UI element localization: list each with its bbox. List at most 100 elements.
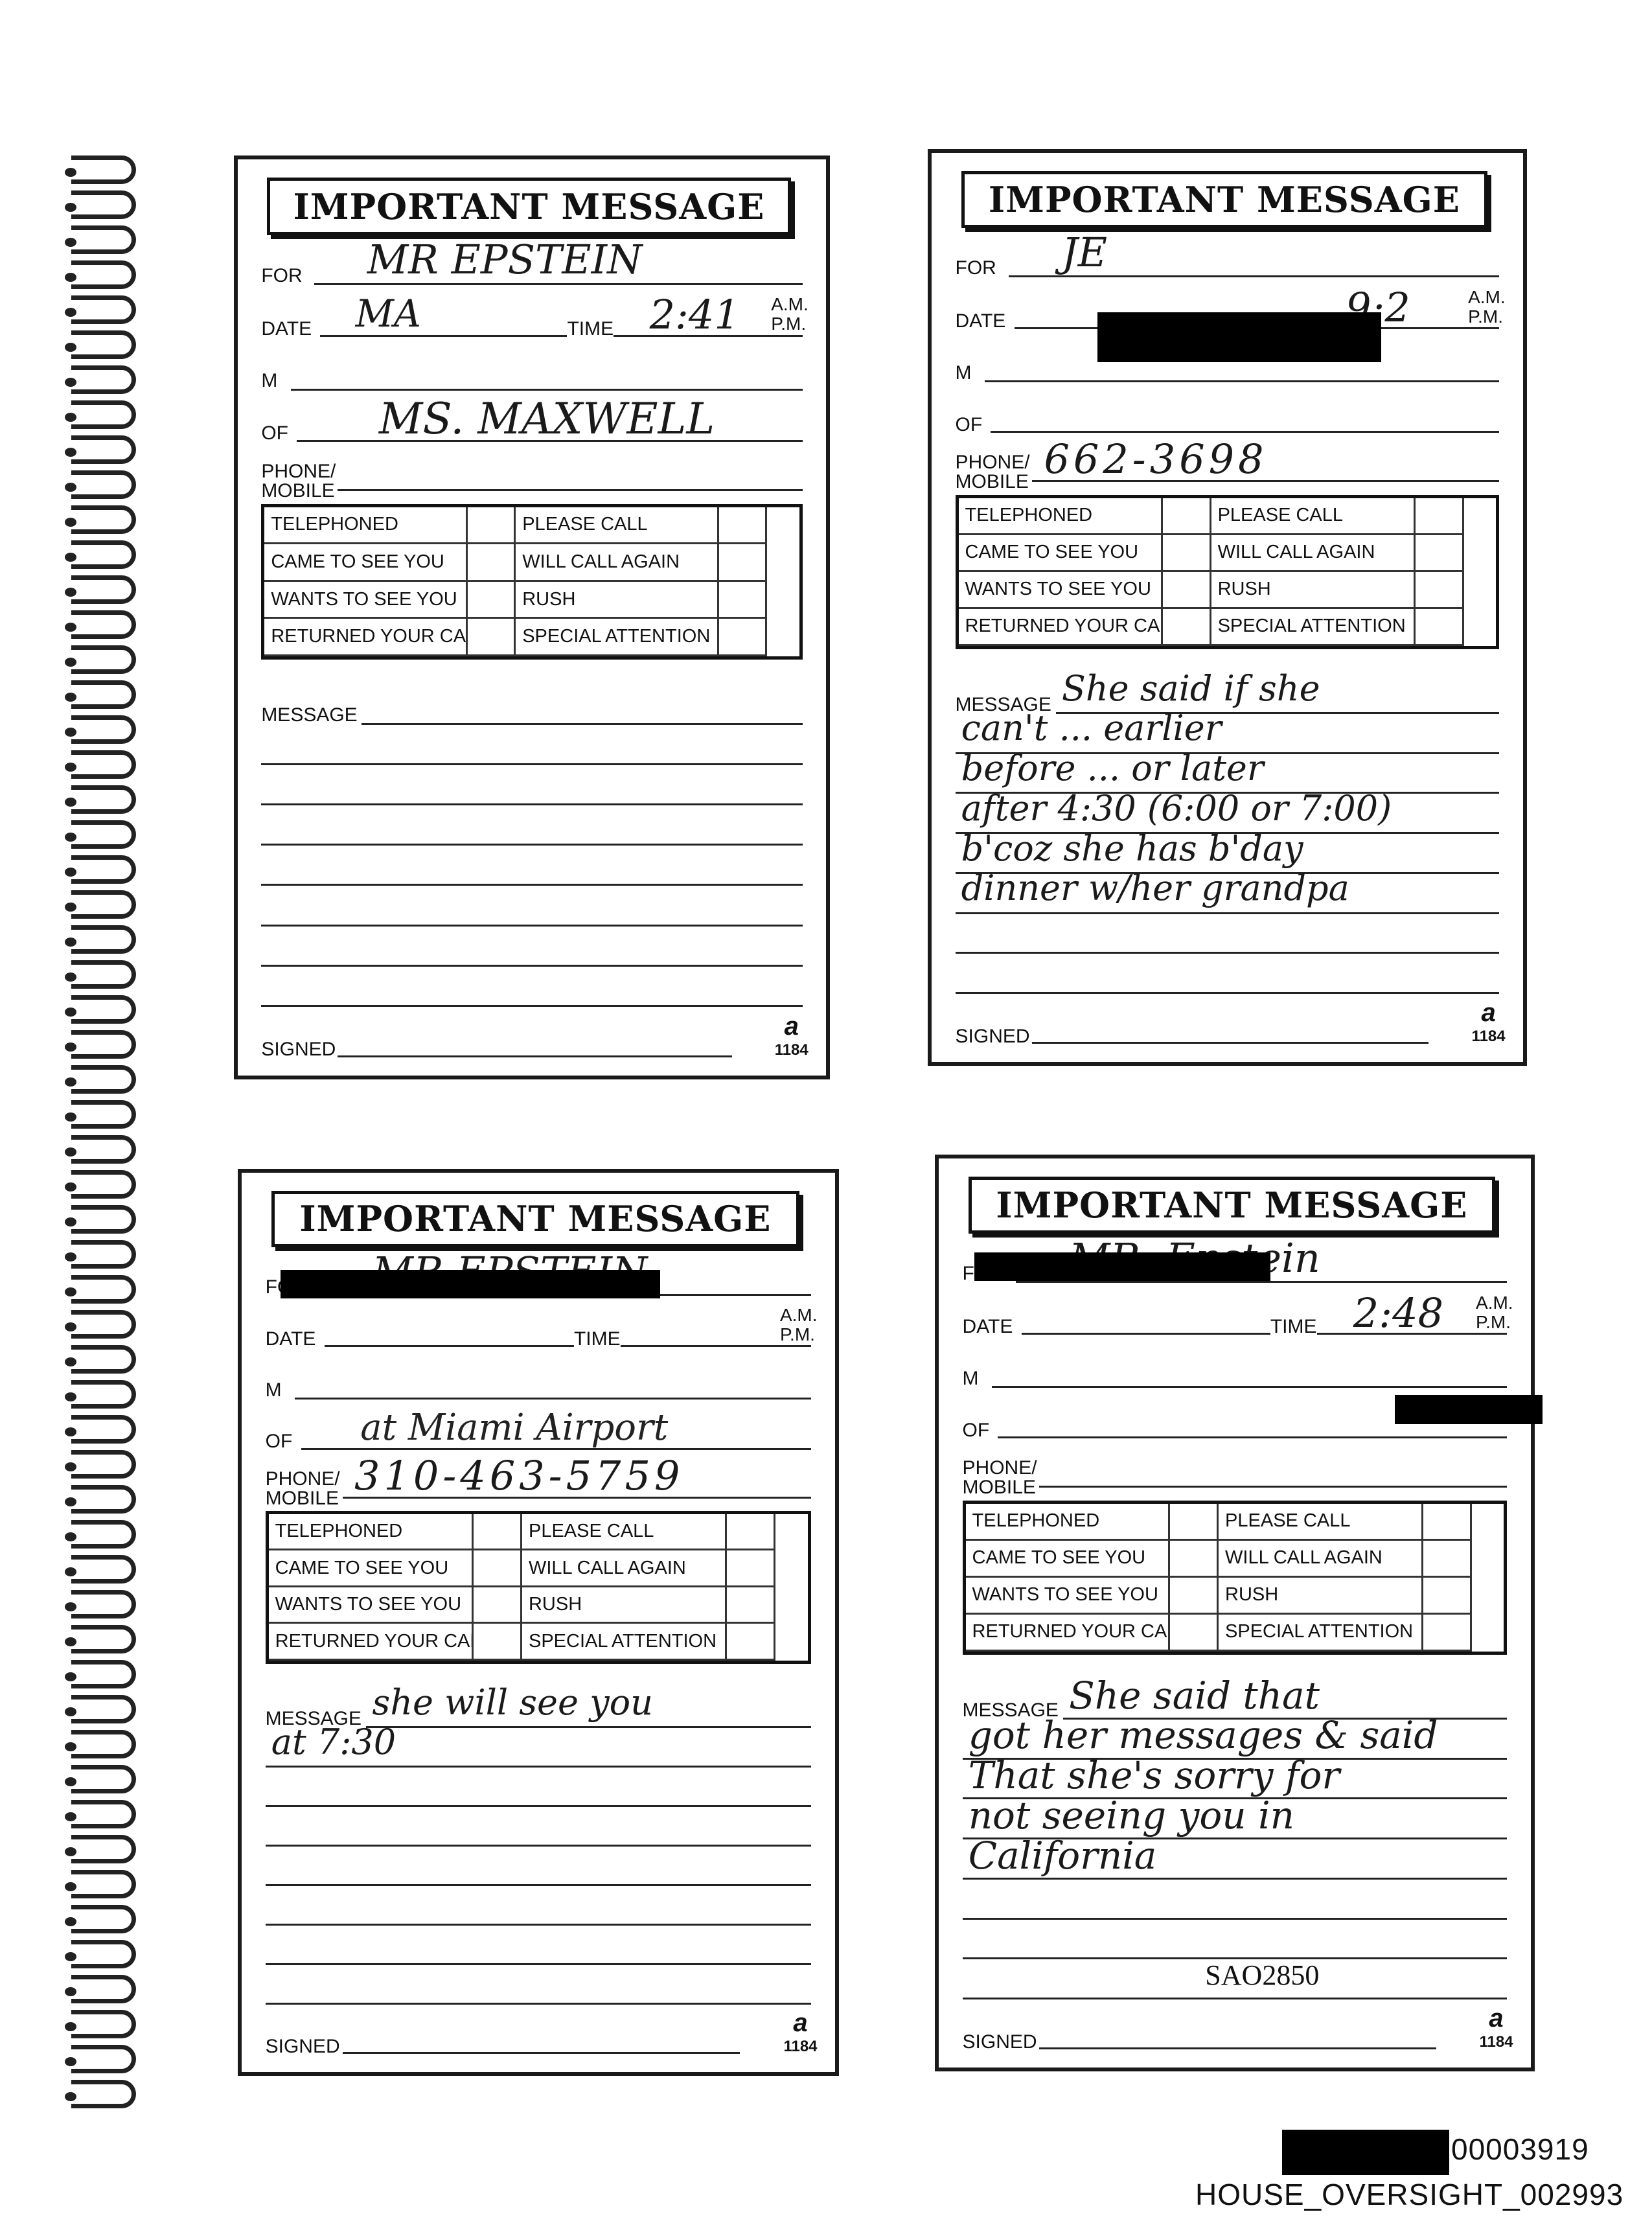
checkbox[interactable] (474, 1550, 522, 1587)
checkbox-table: TELEPHONED PLEASE CALL CAME TO SEE YOU WILL… (962, 1500, 1508, 1655)
message-line: She said that (1069, 1673, 1320, 1718)
spiral-ring (65, 295, 136, 324)
message-line: not seeing you in (968, 1793, 1294, 1837)
spiral-ring (65, 750, 136, 779)
checkbox[interactable] (1423, 1614, 1472, 1652)
spiral-ring (65, 1555, 136, 1584)
checkbox[interactable] (1162, 535, 1211, 572)
checkbox[interactable] (1415, 571, 1464, 609)
checkbox-label: TELEPHONED (965, 1503, 1171, 1541)
spiral-ring (65, 575, 136, 604)
spiral-ring (65, 365, 136, 394)
spiral-ring (65, 1170, 136, 1199)
message-line: got her messages & said (968, 1713, 1438, 1758)
checkbox[interactable] (467, 544, 516, 582)
checkbox[interactable] (474, 1587, 522, 1624)
checkbox-label: TELEPHONED (268, 1514, 474, 1551)
spiral-ring (65, 1485, 136, 1514)
checkbox[interactable] (1415, 608, 1464, 647)
checkbox-table: TELEPHONED PLEASE CALL CAME TO SEE YOU WILL… (261, 503, 803, 660)
spiral-ring (65, 1205, 136, 1234)
bates-number: 00003919 (1451, 2132, 1589, 2166)
checkbox-label: WANTS TO SEE YOU (965, 1577, 1171, 1615)
spiral-ring (65, 470, 136, 499)
of-label: OF (265, 1431, 293, 1453)
checkbox[interactable] (718, 581, 768, 619)
checkbox[interactable] (1423, 1503, 1472, 1541)
checkbox[interactable] (727, 1514, 776, 1551)
checkbox[interactable] (474, 1624, 522, 1661)
spiral-ring (65, 1870, 136, 1898)
message-slip: IMPORTANT MESSAGE FOR DATE TIME A.M.P.M.… (935, 1155, 1543, 2071)
am-pm-label: A.M. P.M. (1468, 286, 1506, 327)
checkbox[interactable] (467, 581, 516, 619)
checkbox-label: WILL CALL AGAIN (1211, 535, 1416, 572)
checkbox[interactable] (1162, 608, 1211, 647)
spiral-ring (65, 1905, 136, 1933)
checkbox-label: RUSH (516, 581, 719, 619)
spiral-ring (65, 785, 136, 814)
phone-mobile-label: PHONE/MOBILE (261, 460, 336, 501)
date-label: DATE (261, 317, 312, 340)
phone-mobile-label: PHONE/MOBILE (955, 451, 1030, 492)
redaction-box (1097, 312, 1381, 362)
m-label: M (265, 1379, 282, 1401)
checkbox[interactable] (1170, 1577, 1219, 1615)
checkbox[interactable] (1170, 1540, 1219, 1578)
spiral-ring (65, 1660, 136, 1688)
checkbox[interactable] (727, 1587, 776, 1624)
signed-label: SIGNED (265, 2036, 340, 2058)
time-value: 2:41 (649, 291, 740, 339)
slip-title: IMPORTANT MESSAGE (271, 1190, 800, 1248)
checkbox[interactable] (727, 1550, 776, 1587)
checkbox[interactable] (474, 1514, 522, 1551)
checkbox[interactable] (718, 619, 768, 657)
checkbox-label: RUSH (522, 1587, 728, 1624)
for-label: FOR (955, 257, 996, 279)
for-label: FOR (261, 264, 303, 286)
time-label: TIME (1270, 1315, 1317, 1338)
checkbox[interactable] (1162, 498, 1211, 535)
checkbox-label: RETURNED YOUR CALL (264, 619, 468, 657)
checkbox-label: CAME TO SEE YOU (965, 1540, 1171, 1578)
checkbox[interactable] (467, 507, 516, 545)
checkbox[interactable] (1170, 1614, 1219, 1652)
spiral-ring (65, 2010, 136, 2038)
for-value: JE (1061, 229, 1107, 277)
checkbox[interactable] (727, 1624, 776, 1661)
checkbox[interactable] (718, 507, 768, 545)
spiral-ring (65, 1275, 136, 1304)
checkbox-label: PLEASE CALL (516, 507, 719, 545)
message-label: MESSAGE (265, 1707, 361, 1729)
message-label: MESSAGE (962, 1699, 1059, 1721)
redaction-box (280, 1269, 660, 1299)
checkbox[interactable] (1423, 1540, 1472, 1578)
checkbox[interactable] (1423, 1577, 1472, 1615)
date-label: DATE (962, 1315, 1013, 1337)
message-label: MESSAGE (261, 704, 358, 726)
spiral-ring (65, 1940, 136, 1968)
slip-title: IMPORTANT MESSAGE (267, 178, 791, 236)
checkbox-label: WILL CALL AGAIN (516, 544, 719, 582)
checkbox-table: TELEPHONED PLEASE CALL CAME TO SEE YOU WILL… (955, 494, 1500, 650)
slip-title: IMPORTANT MESSAGE (961, 171, 1488, 229)
spiral-ring (65, 2080, 136, 2108)
checkbox[interactable] (1170, 1503, 1219, 1541)
spiral-ring (65, 1415, 136, 1444)
message-line: after 4:30 (6:00 or 7:00) (961, 787, 1392, 829)
checkbox[interactable] (1415, 535, 1464, 572)
message-line: can't ... earlier (961, 708, 1222, 749)
checkbox-label: RETURNED YOUR CALL (965, 1614, 1171, 1652)
spiral-ring (65, 995, 136, 1024)
message-line: She said if she (1061, 667, 1320, 709)
checkbox[interactable] (1162, 571, 1211, 609)
message-line: California (968, 1833, 1157, 1878)
spiral-ring (65, 505, 136, 534)
form-logo: a 1184 (1479, 2003, 1513, 2051)
checkbox[interactable] (467, 619, 516, 657)
checkbox[interactable] (1415, 498, 1464, 535)
checkbox[interactable] (718, 544, 768, 582)
phone-value: 662-3698 (1044, 435, 1268, 483)
of-label: OF (962, 1419, 990, 1441)
spiral-ring (65, 435, 136, 464)
